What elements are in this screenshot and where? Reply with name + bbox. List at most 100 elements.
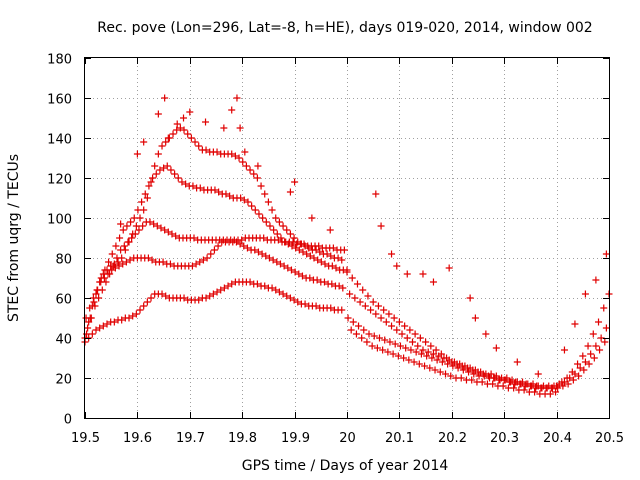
data-point	[158, 290, 166, 298]
data-point	[153, 222, 161, 230]
data-point	[169, 130, 177, 138]
y-tick-label: 20	[55, 373, 72, 388]
data-point	[157, 224, 165, 232]
data-point	[138, 198, 146, 206]
data-point	[459, 366, 467, 374]
data-point	[380, 306, 388, 314]
data-point	[210, 246, 218, 254]
data-point	[228, 150, 236, 158]
data-point	[97, 278, 105, 286]
data-point	[422, 338, 430, 346]
data-point	[327, 304, 335, 312]
data-point	[403, 334, 411, 342]
data-point	[355, 322, 363, 330]
data-point	[510, 384, 518, 392]
data-point	[426, 364, 434, 372]
data-point	[403, 270, 411, 278]
data-point	[332, 264, 340, 272]
data-point	[274, 236, 282, 244]
data-point	[236, 240, 244, 248]
data-point	[338, 256, 346, 264]
x-tick-label: 20.2	[438, 431, 467, 446]
data-point	[295, 246, 303, 254]
data-point	[596, 346, 604, 354]
data-point	[592, 342, 600, 350]
data-point	[93, 286, 101, 294]
data-point	[423, 352, 431, 360]
data-point	[346, 290, 354, 298]
data-point	[254, 248, 262, 256]
data-point	[447, 372, 455, 380]
data-point	[224, 282, 232, 290]
data-point	[228, 106, 236, 114]
data-point	[192, 260, 200, 268]
data-point	[303, 250, 311, 258]
data-point	[554, 384, 562, 392]
data-point	[313, 276, 321, 284]
data-point	[154, 150, 162, 158]
data-point	[321, 260, 329, 268]
data-point	[236, 124, 244, 132]
x-tick-label: 19.7	[176, 431, 205, 446]
data-point	[368, 342, 376, 350]
data-point	[133, 150, 141, 158]
x-tick-label: 19.5	[71, 431, 100, 446]
data-point	[135, 226, 143, 234]
data-point	[272, 214, 280, 222]
data-point	[393, 326, 401, 334]
data-point	[377, 222, 385, 230]
data-point	[132, 310, 140, 318]
data-point	[129, 312, 137, 320]
data-point	[273, 230, 281, 238]
data-point	[124, 238, 132, 246]
data-point	[270, 226, 278, 234]
data-point	[279, 290, 287, 298]
data-point	[340, 246, 348, 254]
data-point	[401, 322, 409, 330]
data-point	[522, 380, 530, 388]
data-point	[600, 304, 608, 312]
data-point	[412, 348, 420, 356]
data-point	[240, 242, 248, 250]
data-point	[131, 230, 139, 238]
data-point	[117, 220, 125, 228]
data-point	[264, 198, 272, 206]
data-point	[237, 194, 245, 202]
data-point	[100, 274, 108, 282]
data-point	[180, 114, 188, 122]
data-point	[248, 202, 256, 210]
data-point	[147, 294, 155, 302]
data-point	[373, 344, 381, 352]
data-point	[103, 320, 111, 328]
data-point	[167, 166, 175, 174]
data-point	[262, 218, 270, 226]
data-point	[123, 222, 131, 230]
data-point	[381, 336, 389, 344]
data-point	[262, 252, 270, 260]
data-point	[559, 382, 567, 390]
data-point	[162, 138, 170, 146]
data-point	[163, 162, 171, 170]
data-point	[253, 280, 261, 288]
data-point	[105, 258, 113, 266]
data-point	[279, 222, 287, 230]
data-point	[125, 314, 133, 322]
data-point	[113, 254, 121, 262]
data-point	[104, 270, 112, 278]
data-point	[151, 162, 159, 170]
data-point	[171, 170, 179, 178]
data-point	[111, 264, 119, 272]
y-tick-labels: 0 20 40 60 80 100 120 140 160 180	[47, 53, 72, 428]
data-point	[122, 258, 130, 266]
data-point	[180, 294, 188, 302]
data-point	[215, 188, 223, 196]
data-point	[220, 284, 228, 292]
data-point	[419, 346, 427, 354]
data-point	[534, 370, 542, 378]
data-point	[329, 244, 337, 252]
data-point	[352, 330, 360, 338]
chart-title: Rec. pove (Lon=296, Lat=-8, h=HE), days …	[97, 20, 592, 36]
data-point	[295, 270, 303, 278]
x-tick-label: 20.5	[595, 431, 624, 446]
